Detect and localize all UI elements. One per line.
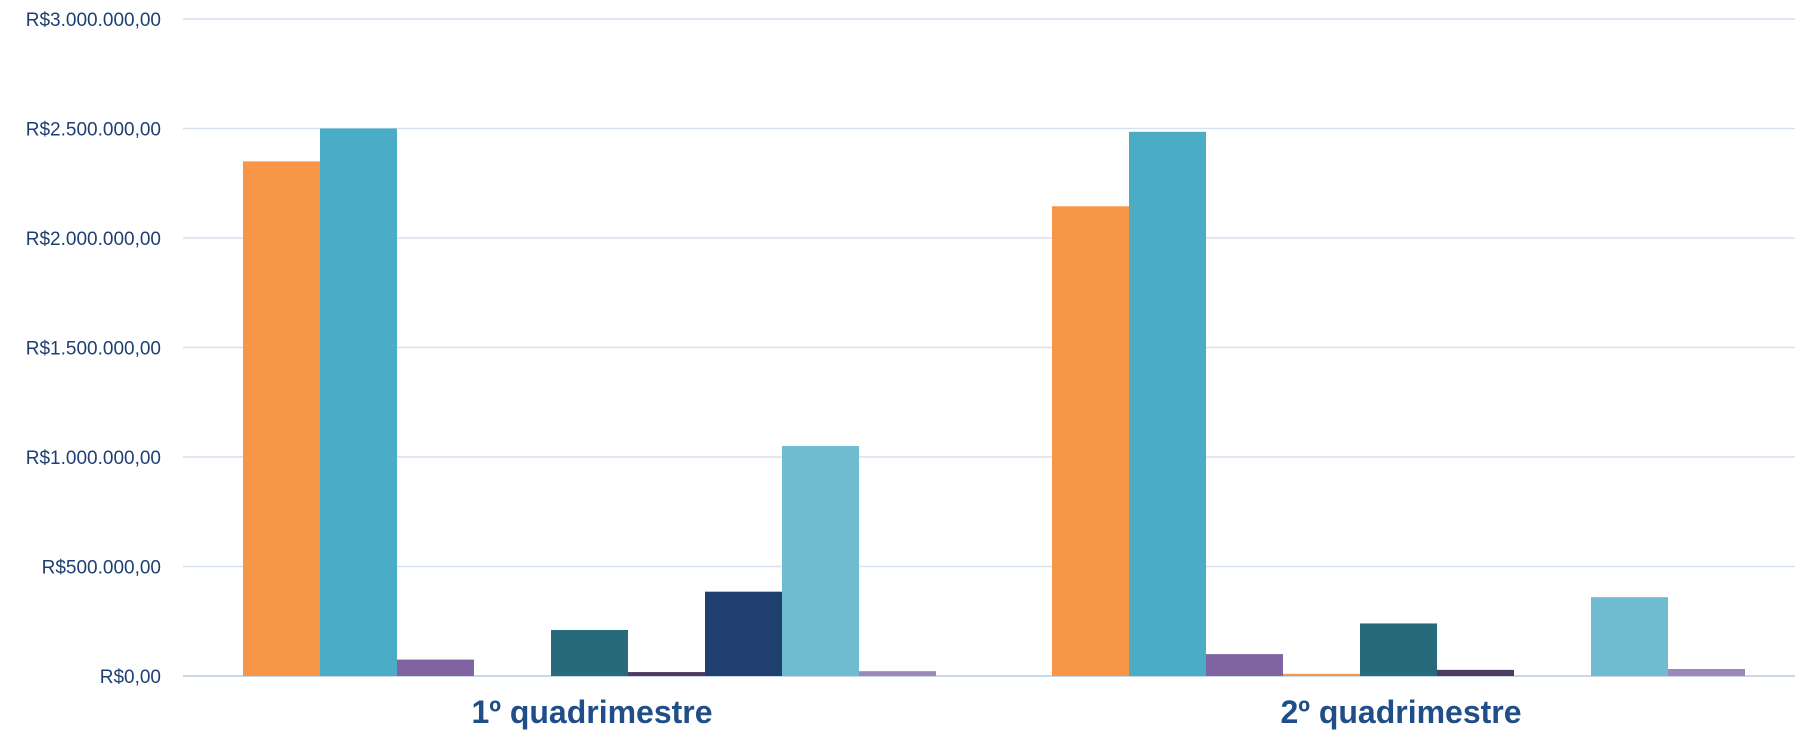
bar-series-4-group-2 [1283,673,1360,676]
y-tick-label: R$0,00 [100,667,161,688]
bar-series-1-group-2 [1052,206,1129,676]
bar-series-6-group-1 [628,672,705,676]
bar-series-5-group-2 [1360,623,1437,676]
y-tick-label: R$2.000.000,00 [26,229,161,250]
y-tick-label: R$1.000.000,00 [26,448,161,469]
bar-series-9-group-1 [859,671,936,676]
y-tick-label: R$500.000,00 [42,558,161,579]
x-category-label: 1º quadrimestre [471,694,712,730]
y-tick-label: R$2.500.000,00 [26,120,161,141]
bar-series-8-group-2 [1591,597,1668,676]
y-axis-tick-labels: R$0,00 R$500.000,00 R$1.000.000,00 R$1.500.… [26,10,161,688]
bar-series-5-group-1 [551,630,628,676]
bar-series-3-group-2 [1206,654,1283,676]
y-tick-label: R$3.000.000,00 [26,10,161,31]
bar-series-1-group-1 [243,161,320,677]
bar-series-2-group-2 [1129,131,1206,676]
bar-series-2-group-1 [320,128,397,676]
bar-series-9-group-2 [1668,668,1745,676]
bar-series-8-group-1 [782,446,859,676]
grid-layer [183,18,1795,677]
bar-series-3-group-1 [397,659,474,676]
bar-series-7-group-1 [705,591,782,676]
x-category-label: 2º quadrimestre [1280,694,1521,730]
bars-layer [243,128,1745,677]
x-axis-category-labels: 1º quadrimestre 2º quadrimestre [471,694,1521,730]
bar-series-6-group-2 [1437,669,1514,676]
y-tick-label: R$1.500.000,00 [26,339,161,360]
